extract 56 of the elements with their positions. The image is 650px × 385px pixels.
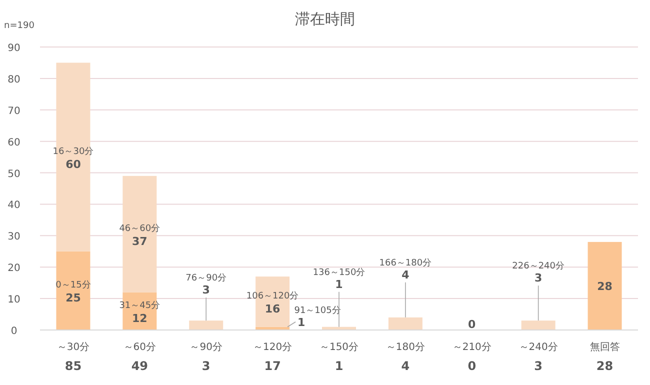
x-tick-label: ～240分 bbox=[518, 341, 558, 353]
total-label: 85 bbox=[64, 359, 82, 373]
x-tick-label: ～90分 bbox=[190, 341, 222, 353]
x-tick-label: ～120分 bbox=[253, 341, 292, 353]
x-tick-label: ～150分 bbox=[319, 341, 359, 353]
x-tick-label: ～210分 bbox=[452, 341, 492, 353]
total-label: 3 bbox=[534, 359, 543, 373]
data-label: 25 bbox=[66, 292, 81, 305]
y-tick-label: 80 bbox=[8, 74, 20, 86]
y-tick-label: 10 bbox=[8, 294, 20, 306]
bar bbox=[588, 242, 622, 330]
annotation: 46～60分 bbox=[119, 223, 160, 234]
x-tick-label: ～30分 bbox=[56, 341, 90, 353]
annotation: 136～150分 bbox=[312, 266, 366, 278]
bar bbox=[388, 317, 422, 330]
data-label: 3 bbox=[534, 272, 542, 285]
data-label: 28 bbox=[597, 280, 612, 293]
data-label: 3 bbox=[202, 359, 210, 373]
annotation: 76～90分 bbox=[186, 272, 227, 284]
total-label: 4 bbox=[401, 359, 410, 373]
annotation: 166～180分 bbox=[379, 257, 432, 268]
total-label: 3 bbox=[202, 284, 210, 297]
y-tick-label: 40 bbox=[8, 200, 20, 212]
total-label: 17 bbox=[264, 359, 281, 373]
annotation: 16～30分 bbox=[52, 146, 94, 158]
bar bbox=[521, 320, 556, 330]
y-tick-label: 90 bbox=[8, 43, 20, 54]
data-label: 1 bbox=[335, 278, 343, 291]
data-label: 60 bbox=[66, 158, 82, 172]
y-tick-label: 20 bbox=[8, 263, 20, 274]
total-label: 49 bbox=[131, 359, 148, 373]
annotation: 106～120分 bbox=[246, 290, 299, 302]
total-label: 1 bbox=[334, 359, 344, 373]
annotation: 0～15分 bbox=[56, 280, 91, 291]
x-tick-label: ～180分 bbox=[386, 341, 425, 353]
text: n=190 bbox=[4, 21, 35, 31]
x-tick-label: ～60分 bbox=[123, 341, 156, 353]
total-label: 0 bbox=[468, 318, 476, 331]
data-label: 1 bbox=[298, 316, 306, 329]
annotation: 226～240分 bbox=[512, 260, 565, 272]
data-label: 12 bbox=[132, 312, 148, 326]
data-label: 4 bbox=[402, 268, 410, 282]
y-tick-label: 30 bbox=[8, 232, 20, 243]
chart-title: 滞在時間 bbox=[295, 10, 355, 28]
data-label: 16 bbox=[264, 302, 281, 316]
y-tick-label: 50 bbox=[8, 168, 20, 180]
y-tick-label: 0 bbox=[10, 326, 18, 337]
data-label: 0 bbox=[468, 359, 476, 373]
x-tick-label: 無回答 bbox=[590, 341, 620, 353]
data-label: 37 bbox=[132, 235, 148, 248]
y-tick-label: 60 bbox=[8, 137, 20, 148]
annotation: 91～105分 bbox=[294, 304, 341, 316]
total-label: 28 bbox=[596, 359, 614, 373]
bar bbox=[56, 251, 90, 330]
bar bbox=[189, 320, 224, 330]
y-tick-label: 70 bbox=[8, 106, 20, 117]
